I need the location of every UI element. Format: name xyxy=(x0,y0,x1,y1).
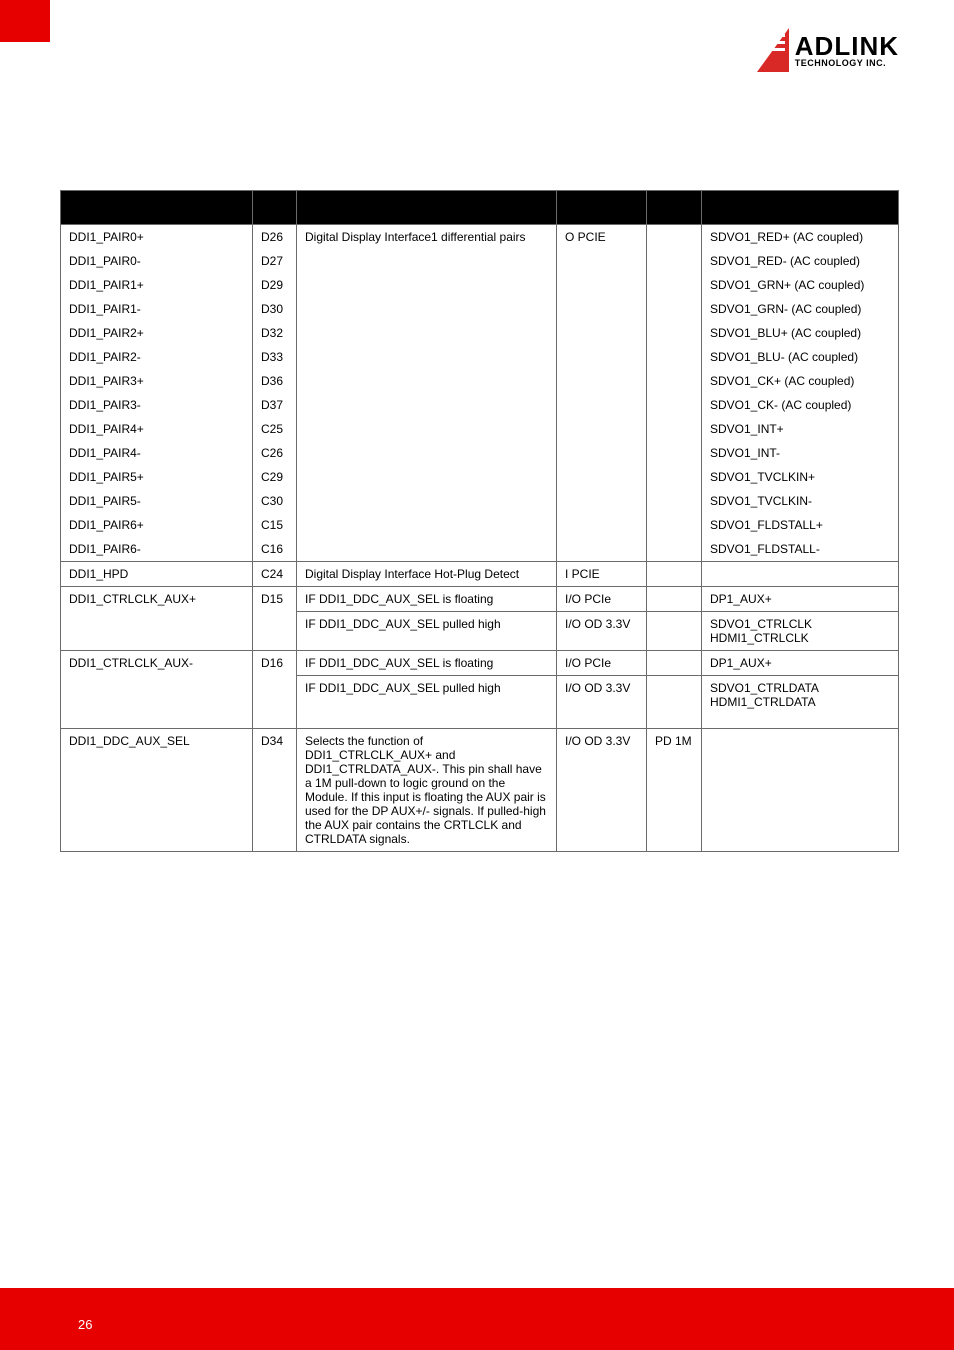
header-desc xyxy=(297,191,557,225)
desc-cell: IF DDI1_DDC_AUX_SEL pulled high xyxy=(297,676,557,729)
pin-cell: D34 xyxy=(253,729,297,852)
pupd-cell xyxy=(647,651,702,676)
table-header-row xyxy=(61,191,899,225)
pin-cell: D16 xyxy=(253,651,297,729)
signal-cell: DDI1_PAIR1+ xyxy=(61,273,253,297)
table-row: DDI1_HPDC24Digital Display Interface Hot… xyxy=(61,562,899,587)
pin-cell: D36 xyxy=(253,369,297,393)
comment-cell xyxy=(702,729,899,852)
pin-cell: D29 xyxy=(253,273,297,297)
pin-cell: D37 xyxy=(253,393,297,417)
comment-cell xyxy=(702,562,899,587)
signal-cell: DDI1_CTRLCLK_AUX+ xyxy=(61,587,253,651)
pin-cell: D32 xyxy=(253,321,297,345)
comment-cell: SDVO1_CTRLDATAHDMI1_CTRLDATA xyxy=(702,676,899,729)
signal-cell: DDI1_PAIR1- xyxy=(61,297,253,321)
pin-cell: C24 xyxy=(253,562,297,587)
pinout-table: DDI1_PAIR0+D26Digital Display Interface1… xyxy=(60,190,899,852)
signal-cell: DDI1_PAIR4- xyxy=(61,441,253,465)
signal-cell: DDI1_CTRLCLK_AUX- xyxy=(61,651,253,729)
pin-cell: C29 xyxy=(253,465,297,489)
desc-cell: IF DDI1_DDC_AUX_SEL pulled high xyxy=(297,612,557,651)
header-signal xyxy=(61,191,253,225)
comment-cell: SDVO1_CK- (AC coupled) xyxy=(702,393,899,417)
signal-cell: DDI1_PAIR0- xyxy=(61,249,253,273)
comment-cell: SDVO1_TVCLKIN+ xyxy=(702,465,899,489)
type-cell: I PCIE xyxy=(557,562,647,587)
page-footer: 26 xyxy=(0,1288,954,1350)
pupd-cell: PD 1M xyxy=(647,729,702,852)
table-row: DDI1_CTRLCLK_AUX-D16IF DDI1_DDC_AUX_SEL … xyxy=(61,651,899,676)
comment-cell: SDVO1_CK+ (AC coupled) xyxy=(702,369,899,393)
desc-cell: Selects the function of DDI1_CTRLCLK_AUX… xyxy=(297,729,557,852)
content-area: DDI1_PAIR0+D26Digital Display Interface1… xyxy=(60,190,899,852)
pupd-cell xyxy=(647,676,702,729)
signal-cell: DDI1_PAIR2- xyxy=(61,345,253,369)
table-row: DDI1_PAIR0+D26Digital Display Interface1… xyxy=(61,225,899,250)
header-accent-block xyxy=(0,0,50,42)
type-cell: I/O OD 3.3V xyxy=(557,729,647,852)
brand-logo: ADLINK TECHNOLOGY INC. xyxy=(757,28,899,72)
pin-cell: C25 xyxy=(253,417,297,441)
comment-cell: SDVO1_GRN- (AC coupled) xyxy=(702,297,899,321)
comment-cell: SDVO1_BLU+ (AC coupled) xyxy=(702,321,899,345)
signal-cell: DDI1_PAIR6+ xyxy=(61,513,253,537)
comment-cell: SDVO1_BLU- (AC coupled) xyxy=(702,345,899,369)
header-pin xyxy=(253,191,297,225)
comment-cell: SDVO1_FLDSTALL+ xyxy=(702,513,899,537)
comment-cell: SDVO1_RED+ (AC coupled) xyxy=(702,225,899,250)
signal-cell: DDI1_PAIR6- xyxy=(61,537,253,562)
signal-cell: DDI1_PAIR3- xyxy=(61,393,253,417)
signal-cell: DDI1_PAIR4+ xyxy=(61,417,253,441)
pin-cell: D30 xyxy=(253,297,297,321)
page-number: 26 xyxy=(78,1317,92,1332)
pin-cell: C15 xyxy=(253,513,297,537)
pupd-cell xyxy=(647,562,702,587)
logo-text: ADLINK TECHNOLOGY INC. xyxy=(795,33,899,68)
pin-cell: D33 xyxy=(253,345,297,369)
signal-cell: DDI1_DDC_AUX_SEL xyxy=(61,729,253,852)
signal-cell: DDI1_PAIR5+ xyxy=(61,465,253,489)
comment-cell: SDVO1_INT- xyxy=(702,441,899,465)
type-cell: I/O PCIe xyxy=(557,587,647,612)
header-pupd xyxy=(647,191,702,225)
comment-cell: SDVO1_RED- (AC coupled) xyxy=(702,249,899,273)
pupd-cell xyxy=(647,587,702,612)
pupd-cell xyxy=(647,612,702,651)
comment-cell: SDVO1_INT+ xyxy=(702,417,899,441)
type-cell: O PCIE xyxy=(557,225,647,562)
pin-cell: D15 xyxy=(253,587,297,651)
logo-triangle-icon xyxy=(757,28,789,72)
logo-main-text: ADLINK xyxy=(795,33,899,59)
table-row: DDI1_CTRLCLK_AUX+D15IF DDI1_DDC_AUX_SEL … xyxy=(61,587,899,612)
desc-cell: IF DDI1_DDC_AUX_SEL is floating xyxy=(297,651,557,676)
type-cell: I/O OD 3.3V xyxy=(557,612,647,651)
comment-cell: SDVO1_CTRLCLKHDMI1_CTRLCLK xyxy=(702,612,899,651)
pin-cell: D27 xyxy=(253,249,297,273)
comment-cell: DP1_AUX+ xyxy=(702,651,899,676)
pupd-cell xyxy=(647,225,702,562)
table-row: DDI1_DDC_AUX_SELD34Selects the function … xyxy=(61,729,899,852)
header-comment xyxy=(702,191,899,225)
pin-cell: D26 xyxy=(253,225,297,250)
desc-cell: Digital Display Interface Hot-Plug Detec… xyxy=(297,562,557,587)
header-type xyxy=(557,191,647,225)
pin-cell: C26 xyxy=(253,441,297,465)
comment-cell: SDVO1_GRN+ (AC coupled) xyxy=(702,273,899,297)
desc-cell: IF DDI1_DDC_AUX_SEL is floating xyxy=(297,587,557,612)
comment-cell: SDVO1_FLDSTALL- xyxy=(702,537,899,562)
comment-cell: DP1_AUX+ xyxy=(702,587,899,612)
signal-cell: DDI1_PAIR2+ xyxy=(61,321,253,345)
pin-cell: C16 xyxy=(253,537,297,562)
desc-cell: Digital Display Interface1 differential … xyxy=(297,225,557,562)
logo-sub-text: TECHNOLOGY INC. xyxy=(795,59,899,68)
signal-cell: DDI1_PAIR5- xyxy=(61,489,253,513)
signal-cell: DDI1_PAIR3+ xyxy=(61,369,253,393)
signal-cell: DDI1_PAIR0+ xyxy=(61,225,253,250)
comment-cell: SDVO1_TVCLKIN- xyxy=(702,489,899,513)
pin-cell: C30 xyxy=(253,489,297,513)
type-cell: I/O OD 3.3V xyxy=(557,676,647,729)
type-cell: I/O PCIe xyxy=(557,651,647,676)
signal-cell: DDI1_HPD xyxy=(61,562,253,587)
